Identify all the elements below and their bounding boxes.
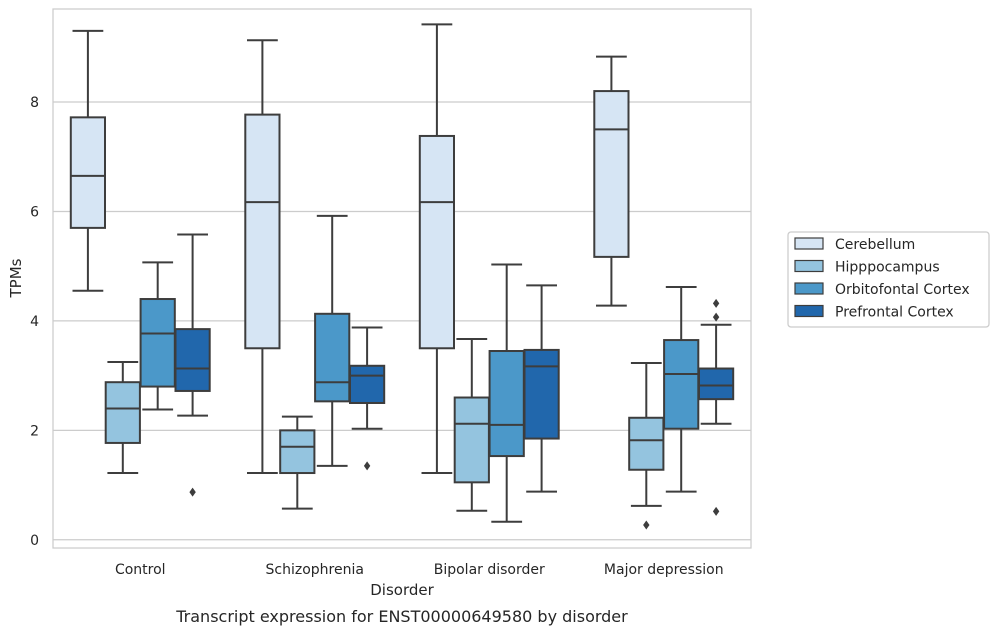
- x-tick-label: Control: [115, 562, 166, 578]
- box-cerebellum: [69, 29, 107, 292]
- box-body: [279, 429, 316, 475]
- x-axis-ticks: Control Schizophrenia Bipolar disorder Majo…: [115, 562, 724, 578]
- outlier-point: [643, 520, 650, 530]
- x-tick-label: Bipolar disorder: [434, 562, 545, 578]
- box-prefrontal-cortex: [174, 233, 211, 497]
- y-tick-label: 6: [30, 204, 39, 220]
- x-tick-label: Major depression: [604, 562, 724, 578]
- legend-entry-label: Cerebellum: [835, 237, 915, 253]
- box-hipppocampus: [628, 362, 665, 530]
- box-body: [663, 339, 700, 430]
- box-groups: [69, 23, 735, 530]
- box-prefrontal-cortex: [348, 326, 386, 471]
- outlier-point: [189, 487, 196, 497]
- box-hipppocampus: [279, 415, 316, 510]
- legend-entry-label: Prefrontal Cortex: [835, 305, 954, 321]
- box-cerebellum: [418, 23, 456, 475]
- box-body: [69, 116, 107, 229]
- outlier-point: [363, 461, 371, 471]
- box-body: [348, 364, 386, 404]
- box-orbitofontal-cortex: [663, 285, 700, 493]
- y-tick-label: 0: [30, 533, 39, 549]
- y-tick-label: 2: [30, 423, 39, 439]
- y-axis-label: TPMs: [7, 258, 25, 298]
- y-tick-label: 4: [30, 314, 39, 330]
- outlier-point: [712, 506, 720, 516]
- box-hipppocampus: [104, 360, 141, 475]
- box-prefrontal-cortex: [523, 284, 560, 493]
- box-body: [104, 381, 141, 444]
- outlier-point: [712, 298, 720, 308]
- box-orbitofontal-cortex: [314, 214, 351, 467]
- box-orbitofontal-cortex: [139, 261, 176, 411]
- legend-entry-label: Orbitofontal Cortex: [835, 282, 970, 298]
- box-body: [314, 312, 351, 403]
- box-body: [488, 350, 525, 458]
- legend-swatch: [794, 282, 824, 295]
- legend-swatch: [794, 304, 824, 318]
- y-tick-label: 8: [30, 95, 39, 111]
- box-body: [174, 328, 211, 392]
- legend-frame: [787, 231, 990, 328]
- box-cerebellum: [593, 55, 630, 307]
- box-body: [244, 113, 281, 350]
- box-prefrontal-cortex: [697, 298, 735, 516]
- box-body: [523, 348, 560, 440]
- box-body: [139, 298, 176, 388]
- box-hipppocampus: [453, 337, 490, 512]
- box-body: [453, 396, 490, 484]
- plot-frame: [52, 8, 752, 549]
- legend-swatch: [794, 259, 824, 273]
- box-body: [418, 134, 456, 350]
- outlier-point: [712, 312, 720, 322]
- chart-caption: Transcript expression for ENST0000064958…: [175, 607, 628, 626]
- legend-swatch: [794, 237, 824, 250]
- box-body: [593, 90, 630, 258]
- box-cerebellum: [244, 39, 281, 475]
- x-tick-label: Schizophrenia: [266, 562, 364, 578]
- box-body: [697, 367, 735, 401]
- x-axis-label: Disorder: [370, 581, 434, 599]
- legend: Cerebellum Hipppocampus Orbitofontal Corte…: [787, 231, 990, 328]
- y-axis-ticks: 0 2 4 6 8: [30, 95, 39, 549]
- box-orbitofontal-cortex: [488, 263, 525, 523]
- box-body: [628, 416, 665, 471]
- legend-entry-label: Hipppocampus: [835, 260, 940, 276]
